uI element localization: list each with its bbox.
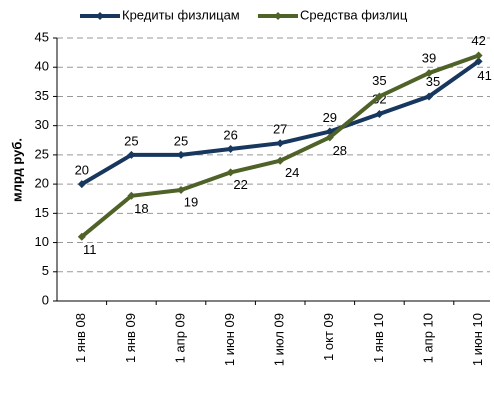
- data-label: 26: [223, 127, 237, 142]
- point: [127, 150, 136, 159]
- data-label: 24: [285, 165, 299, 180]
- x-tick-label: 1 янв 09: [123, 313, 138, 363]
- y-tick-label: 15: [35, 205, 49, 220]
- point: [276, 156, 285, 165]
- data-label: 22: [233, 177, 247, 192]
- y-tick-label: 5: [42, 263, 49, 278]
- y-tick-label: 35: [35, 88, 49, 103]
- legend-marker: [96, 12, 104, 20]
- data-label: 25: [124, 133, 138, 148]
- data-label: 28: [333, 143, 347, 158]
- data-label: 39: [422, 51, 436, 66]
- y-axis-label: млрд руб.: [9, 138, 24, 202]
- x-tick-label: 1 июл 09: [272, 313, 287, 366]
- y-tick-label: 45: [35, 29, 49, 44]
- data-label: 35: [372, 73, 386, 88]
- y-tick-label: 25: [35, 146, 49, 161]
- data-label: 11: [83, 242, 97, 257]
- x-tick-label: 1 апр 10: [420, 313, 435, 363]
- point: [325, 133, 334, 142]
- data-label: 20: [75, 163, 89, 178]
- data-label: 27: [273, 122, 287, 137]
- point: [474, 51, 483, 60]
- y-tick-label: 40: [35, 59, 49, 74]
- legend-label: Кредиты физлицам: [122, 7, 240, 22]
- point: [77, 232, 86, 241]
- point: [425, 92, 433, 101]
- data-label: 41: [477, 68, 491, 83]
- data-label: 18: [134, 201, 148, 216]
- y-tick-label: 20: [35, 176, 49, 191]
- data-label: 42: [471, 33, 485, 48]
- data-label: 25: [174, 133, 188, 148]
- point: [226, 168, 235, 177]
- point: [375, 109, 384, 118]
- data-label: 29: [323, 110, 337, 125]
- point: [226, 145, 235, 154]
- legend-label: Средства физлиц: [300, 7, 408, 22]
- point: [276, 139, 285, 148]
- legend-marker: [274, 12, 282, 20]
- data-label: 35: [426, 74, 440, 89]
- y-tick-label: 0: [42, 292, 49, 307]
- x-tick-label: 1 июн 10: [470, 313, 485, 366]
- point: [127, 191, 136, 200]
- y-tick-label: 30: [35, 117, 49, 132]
- point: [425, 69, 433, 78]
- point: [177, 150, 185, 159]
- y-tick-label: 10: [35, 234, 49, 249]
- x-tick-label: 1 янв 10: [371, 313, 386, 363]
- point: [375, 92, 384, 101]
- x-tick-label: 1 апр 09: [172, 313, 187, 363]
- x-tick-label: 1 янв 08: [73, 313, 88, 363]
- point: [474, 57, 483, 66]
- x-tick-label: 1 июн 09: [222, 313, 237, 366]
- point: [77, 180, 86, 189]
- x-tick-label: 1 окт 09: [321, 313, 336, 361]
- point: [177, 185, 185, 194]
- data-label: 19: [184, 194, 198, 209]
